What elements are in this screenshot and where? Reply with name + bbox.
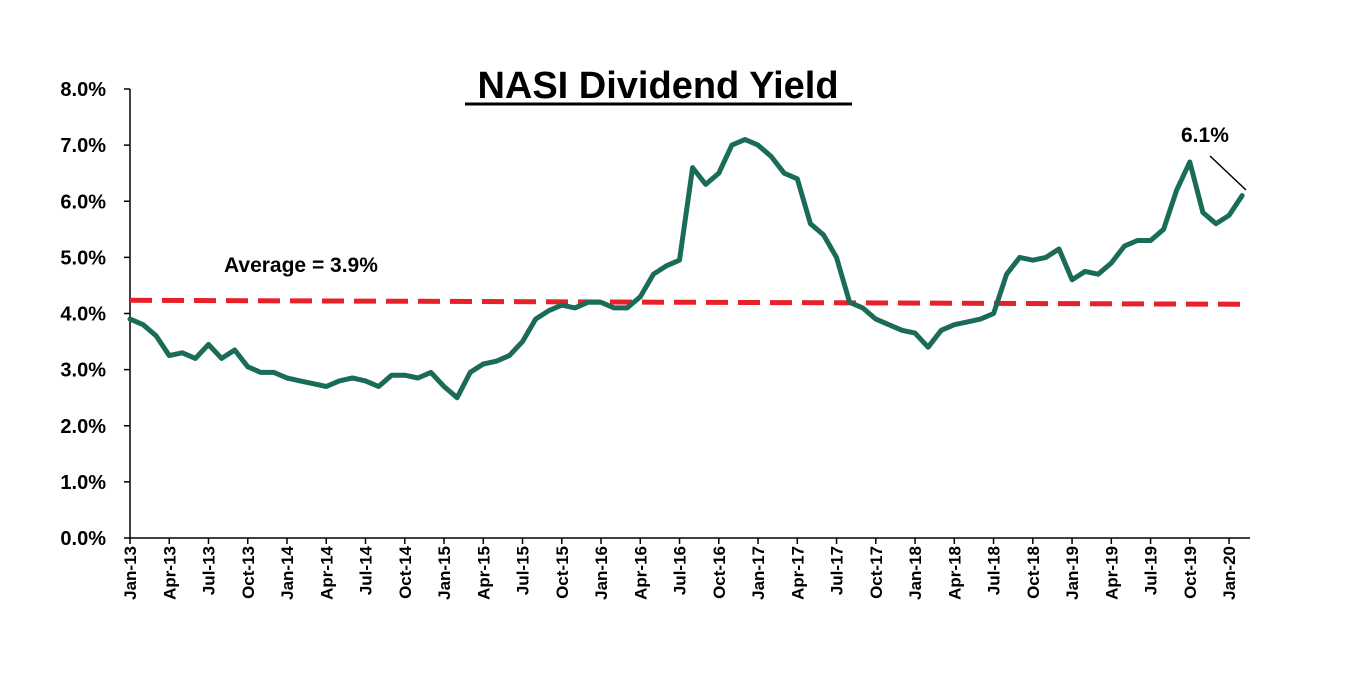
- series-group: [127, 137, 1245, 401]
- x-tick-label: Oct-19: [1181, 546, 1200, 599]
- y-tick-label: 2.0%: [60, 416, 106, 438]
- x-tick-label: Jul-18: [985, 546, 1004, 595]
- x-tick-label: Jan-19: [1063, 546, 1082, 600]
- latest-value-annotation: 6.1%: [1181, 124, 1229, 147]
- x-tick-label: Jan-20: [1220, 546, 1239, 600]
- x-tick-label: Jul-17: [828, 546, 847, 595]
- x-tick-label: Oct-14: [396, 545, 415, 598]
- y-tick-label: 4.0%: [60, 304, 106, 326]
- x-tick-label: Apr-15: [474, 546, 493, 600]
- x-tick-label: Jul-16: [671, 546, 690, 595]
- x-tick-label: Oct-13: [239, 546, 258, 599]
- y-tick-label: 3.0%: [60, 360, 106, 382]
- y-tick-label: 7.0%: [60, 135, 106, 157]
- x-tick-label: Jul-13: [200, 546, 219, 595]
- dividend-yield-line: [127, 137, 1245, 401]
- x-tick-label: Apr-14: [317, 545, 336, 599]
- x-tick-label: Jan-14: [278, 545, 297, 599]
- average-line-group: [129, 297, 1246, 307]
- x-tick-label: Apr-13: [160, 546, 179, 600]
- y-tick-label: 6.0%: [60, 191, 106, 213]
- x-tick-label: Oct-15: [553, 546, 572, 599]
- x-tick-label: Jul-14: [357, 545, 376, 595]
- x-tick-label: Oct-18: [1024, 546, 1043, 599]
- y-tick-label: 1.0%: [60, 472, 106, 494]
- x-tick-label: Jan-15: [435, 546, 454, 600]
- x-tick-label: Apr-19: [1102, 546, 1121, 600]
- x-tick-label: Jan-18: [906, 546, 925, 600]
- x-tick-label: Jan-13: [121, 546, 140, 600]
- y-tick-label: 0.0%: [60, 528, 106, 550]
- annotations-group: Average = 3.9% 6.1%: [224, 124, 1247, 277]
- x-tick-label: Jul-19: [1142, 546, 1161, 595]
- latest-value-leader-line: [1209, 155, 1247, 191]
- x-tick-label: Oct-17: [867, 546, 886, 599]
- y-tick-label: 8.0%: [60, 79, 106, 101]
- chart-axes: 0.0% 1.0% 2.0% 3.0% 4.0% 5.0% 6.0% 7.0% 8.0% Jan-…: [60, 79, 1250, 600]
- x-tick-label: Jul-15: [514, 546, 533, 595]
- x-tick-label: Jan-16: [592, 546, 611, 600]
- x-tick-label: Apr-17: [788, 546, 807, 600]
- average-annotation: Average = 3.9%: [224, 254, 378, 277]
- x-tick-label: Apr-16: [631, 546, 650, 600]
- x-tick-label: Oct-16: [710, 546, 729, 599]
- average-line: [129, 297, 1246, 307]
- x-tick-label: Apr-18: [945, 546, 964, 600]
- chart-title: NASI Dividend Yield: [477, 65, 838, 107]
- y-tick-label: 5.0%: [60, 247, 106, 269]
- x-tick-label: Jan-17: [749, 546, 768, 600]
